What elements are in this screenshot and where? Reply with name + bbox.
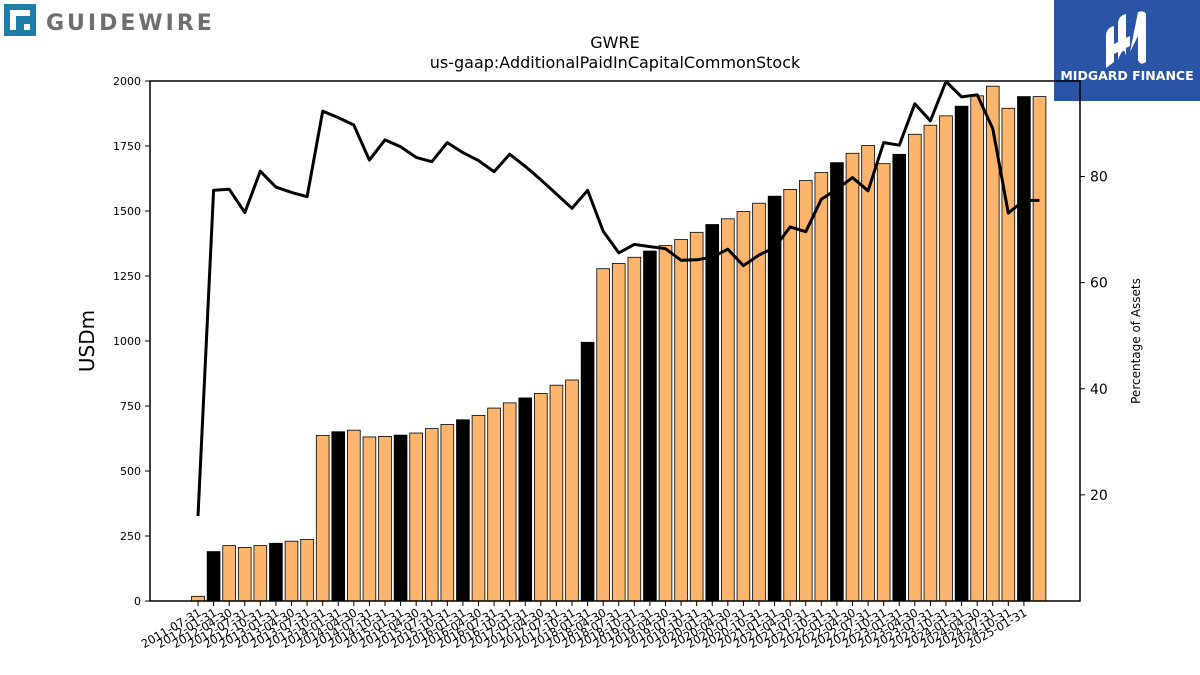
bar-2021-07-31 bbox=[814, 172, 829, 602]
percentage-line-series bbox=[196, 80, 1040, 517]
bar-2021-01-31 bbox=[783, 189, 797, 602]
bar-2018-04-30 bbox=[611, 263, 626, 602]
guidewire-logo-text: GUIDEWIRE bbox=[46, 11, 215, 36]
x-axis-ticks: 2011-07-312012-01-312012-04-302012-07-31… bbox=[139, 601, 1029, 651]
bar-2024-10-31 bbox=[1017, 96, 1031, 602]
bar-2018-07-31 bbox=[627, 256, 642, 602]
chart-subtitle: us-gaap:AdditionalPaidInCapitalCommonSto… bbox=[430, 53, 801, 72]
bar-2015-04-30 bbox=[424, 428, 439, 602]
right-axis-ticks: 20 40 60 80 bbox=[1080, 170, 1108, 504]
bar-2023-07-31 bbox=[939, 115, 953, 602]
y2-tick-label: 20 bbox=[1090, 488, 1108, 504]
y2-axis-label: Percentage of Assets bbox=[1129, 278, 1143, 404]
bar-2016-10-31 bbox=[518, 397, 533, 602]
bar-2014-04-30 bbox=[362, 436, 377, 602]
bar-2013-07-31 bbox=[315, 434, 330, 602]
bar-2020-10-31 bbox=[767, 195, 782, 602]
y2-tick-label: 80 bbox=[1090, 170, 1108, 186]
bar-2024-04-30 bbox=[985, 85, 1000, 602]
bar-2016-07-31 bbox=[502, 402, 517, 602]
bar-2013-10-31 bbox=[331, 431, 346, 602]
y-tick-label: 250 bbox=[120, 530, 141, 543]
bar-2013-04-30 bbox=[300, 538, 314, 602]
bar-2012-10-31 bbox=[269, 542, 283, 602]
bar-2022-07-31 bbox=[876, 163, 891, 602]
percentage-of-assets-line bbox=[196, 80, 1040, 517]
bar-2025-01-31 bbox=[1032, 96, 1047, 602]
bar-2019-01-31 bbox=[658, 245, 673, 602]
bar-2023-01-31 bbox=[908, 133, 922, 602]
y-tick-label: 1500 bbox=[113, 205, 141, 218]
bar-2020-07-31 bbox=[752, 202, 766, 602]
guidewire-logo-mark bbox=[4, 4, 36, 36]
bar-2023-04-30 bbox=[923, 124, 938, 602]
bar-2012-01-31 bbox=[222, 545, 236, 602]
bar-2018-01-31 bbox=[596, 268, 610, 602]
y2-tick-label: 40 bbox=[1090, 382, 1108, 398]
y-tick-label: 0 bbox=[134, 595, 141, 608]
chart-title: GWRE bbox=[590, 33, 639, 52]
bar-2022-10-31 bbox=[892, 153, 907, 602]
bar-2012-07-31 bbox=[253, 545, 268, 602]
bar-2016-01-31 bbox=[471, 414, 486, 602]
y-axis-label: USDm bbox=[75, 310, 99, 372]
left-axis-ticks: 0 250 500 750 1000 1250 1500 1750 2000 bbox=[113, 75, 150, 608]
bar-2022-04-30 bbox=[861, 145, 875, 602]
bar-2024-01-31 bbox=[970, 95, 984, 602]
bar-2017-04-30 bbox=[549, 384, 564, 602]
y-tick-label: 1750 bbox=[113, 140, 141, 153]
y-tick-label: 750 bbox=[120, 400, 141, 413]
bar-2018-10-31 bbox=[643, 250, 657, 602]
y-tick-label: 1000 bbox=[113, 335, 141, 348]
bar-2020-04-30 bbox=[736, 211, 751, 602]
bar-2022-01-31 bbox=[845, 152, 860, 602]
bar-2012-04-30 bbox=[237, 547, 252, 602]
bar-2020-01-31 bbox=[721, 218, 735, 602]
guidewire-logo: GUIDEWIRE bbox=[4, 4, 224, 38]
y-tick-label: 500 bbox=[120, 465, 141, 478]
bar-2021-10-31 bbox=[830, 162, 844, 602]
midgard-logo-mark bbox=[1106, 11, 1146, 68]
bar-2017-07-31 bbox=[565, 379, 579, 602]
bar-2011-10-31 bbox=[206, 551, 221, 602]
bar-2014-01-31 bbox=[347, 429, 361, 602]
bar-2017-10-31 bbox=[580, 341, 595, 602]
bar-2019-04-30 bbox=[674, 239, 688, 602]
bar-2016-04-30 bbox=[487, 407, 501, 602]
bar-2021-04-30 bbox=[798, 180, 813, 602]
bar-2014-07-31 bbox=[378, 436, 392, 602]
bar-2019-10-31 bbox=[705, 224, 720, 602]
bar-2014-10-31 bbox=[393, 434, 408, 602]
y-tick-label: 1250 bbox=[113, 270, 141, 283]
bar-2015-07-31 bbox=[440, 424, 455, 602]
bar-2019-07-31 bbox=[689, 231, 704, 602]
y2-tick-label: 60 bbox=[1090, 276, 1108, 292]
midgard-logo-background bbox=[1054, 0, 1200, 101]
bar-2015-10-31 bbox=[456, 419, 470, 602]
midgard-logo-text: MIDGARD FINANCE bbox=[1060, 68, 1193, 83]
y-tick-label: 2000 bbox=[113, 75, 141, 88]
bar-2023-10-31 bbox=[954, 105, 969, 602]
bar-2017-01-31 bbox=[534, 393, 548, 602]
bar-series bbox=[191, 85, 1047, 602]
midgard-finance-logo: MIDGARD FINANCE bbox=[1054, 0, 1200, 101]
bar-2013-01-31 bbox=[284, 540, 299, 602]
bar-2015-01-31 bbox=[409, 432, 423, 602]
